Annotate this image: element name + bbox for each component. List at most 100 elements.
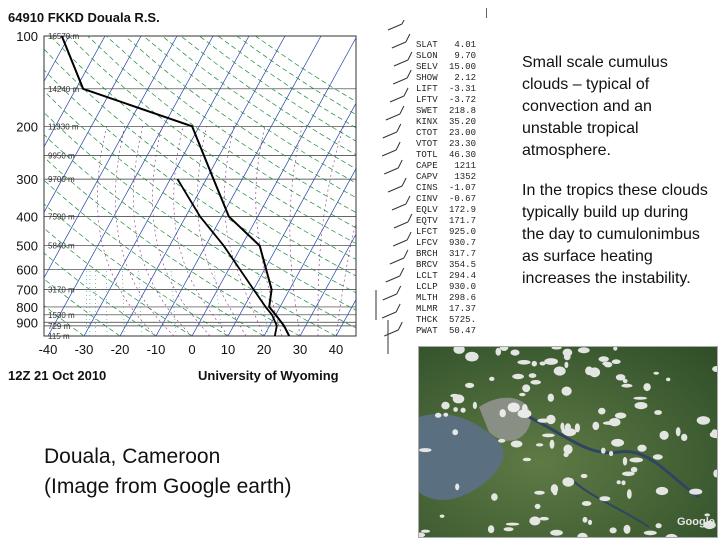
location-name: Douala, Cameroon	[44, 445, 221, 468]
index-name: KINX	[416, 117, 438, 127]
height-label: 5840 m	[48, 242, 75, 251]
cloud-puff	[654, 410, 662, 415]
index-name: PWAT	[416, 326, 438, 336]
wind-barb-flag	[403, 249, 409, 259]
cloud-puff	[507, 402, 520, 413]
cloud-puff	[530, 380, 541, 385]
cloud-puff	[621, 480, 626, 486]
moist-adiabat	[97, 126, 157, 336]
cloud-puff	[643, 530, 657, 536]
cloud-puff	[439, 514, 445, 518]
dry-adiabat	[50, 36, 356, 260]
isotherm-line	[119, 36, 286, 336]
cloud-puff	[487, 525, 495, 534]
cloud-puff	[581, 501, 592, 506]
index-value: 4.01	[454, 40, 476, 50]
dry-adiabat	[44, 69, 356, 294]
cloud-puff	[553, 366, 566, 376]
cloud-puff	[562, 477, 575, 487]
cloud-puff	[441, 401, 450, 410]
pressure-tick-label: 100	[16, 29, 38, 44]
cloud-puff	[585, 366, 594, 376]
dry-adiabat	[44, 203, 229, 336]
cloud-puff	[542, 433, 555, 438]
index-name: BRCV	[416, 260, 438, 270]
index-name: VTOT	[416, 139, 438, 149]
wind-barb-flag	[397, 321, 403, 331]
cloud-puff	[709, 431, 717, 439]
cloud-puff	[599, 496, 611, 502]
cloud-puff	[517, 360, 531, 365]
cloud-puff	[587, 519, 593, 525]
cloud-puff	[564, 361, 569, 369]
cloud-puff	[652, 454, 663, 460]
wind-barb-flag	[401, 177, 407, 187]
cloud-puff	[611, 438, 625, 447]
height-label: 11330 m	[48, 122, 79, 131]
cloud-puff	[634, 402, 648, 410]
cloud-puff	[519, 392, 526, 397]
wind-barbs-column	[375, 20, 413, 354]
index-name: CINS	[416, 183, 438, 193]
wind-barb-flag	[395, 303, 401, 313]
cloud-puff	[630, 466, 638, 473]
wind-barb	[389, 257, 405, 265]
cloud-puff	[452, 429, 459, 436]
index-row: MLTH 298.6	[416, 293, 476, 304]
cloud-puff	[539, 361, 546, 366]
cloud-puff	[531, 360, 537, 367]
height-label: 729 m	[48, 322, 71, 331]
index-row: BRCV 354.5	[416, 260, 476, 271]
cloud-puff	[689, 488, 703, 495]
moist-adiabat	[317, 126, 344, 336]
index-name: MLMR	[416, 304, 438, 314]
index-value: 15.00	[448, 62, 476, 72]
cloud-puff	[495, 347, 502, 356]
source-label: University of Wyoming	[198, 368, 339, 383]
cloud-puff	[577, 347, 590, 354]
cloud-puff	[505, 537, 509, 538]
wind-barb-flag	[406, 69, 412, 79]
wind-barb-flag	[403, 87, 409, 97]
cloud-puff	[561, 386, 572, 396]
cloud-puff	[623, 524, 631, 534]
index-name: MLTH	[416, 293, 438, 303]
index-name: TOTL	[416, 150, 438, 160]
cloud-puff	[550, 529, 563, 536]
cloud-puff	[465, 351, 479, 362]
index-row: LCLP 930.0	[416, 282, 476, 293]
cloud-puff	[512, 373, 524, 380]
moist-adiabat	[152, 126, 211, 336]
cloud-puff	[560, 422, 565, 431]
index-row: BRCH 317.7	[416, 249, 476, 260]
cloud-puff	[562, 348, 573, 357]
satellite-image: Google	[418, 346, 718, 538]
index-name: CAPE	[416, 161, 438, 171]
height-label: 9700 m	[48, 175, 75, 184]
index-row: LFTV -3.72	[416, 95, 476, 106]
cloud-puff	[712, 366, 717, 372]
index-value: 317.7	[448, 249, 476, 259]
isotherm-line	[83, 36, 250, 336]
wind-barb	[391, 41, 407, 49]
cloud-puff	[537, 418, 550, 423]
pressure-tick-label: 500	[16, 239, 38, 254]
index-value: 23.00	[448, 128, 476, 138]
cloud-puff	[435, 412, 442, 418]
description-tropics: In the tropics these clouds typically bu…	[522, 182, 708, 287]
isotherm-line	[155, 36, 322, 336]
cloud-puff	[535, 443, 544, 447]
cloud-puff	[713, 469, 717, 478]
cloud-puff	[703, 520, 716, 530]
index-name: EQLV	[416, 205, 438, 215]
image-source-note: (Image from Google earth)	[44, 475, 292, 498]
index-value: 1352	[454, 172, 476, 182]
index-value: 9.70	[454, 51, 476, 61]
index-row: TOTL 46.30	[416, 150, 476, 161]
index-row: LIFT -3.31	[416, 84, 476, 95]
wind-barb	[391, 203, 407, 211]
wind-barb	[384, 329, 399, 337]
index-value: 171.7	[448, 216, 476, 226]
moist-adiabat	[173, 126, 229, 336]
moist-adiabat	[115, 126, 175, 336]
